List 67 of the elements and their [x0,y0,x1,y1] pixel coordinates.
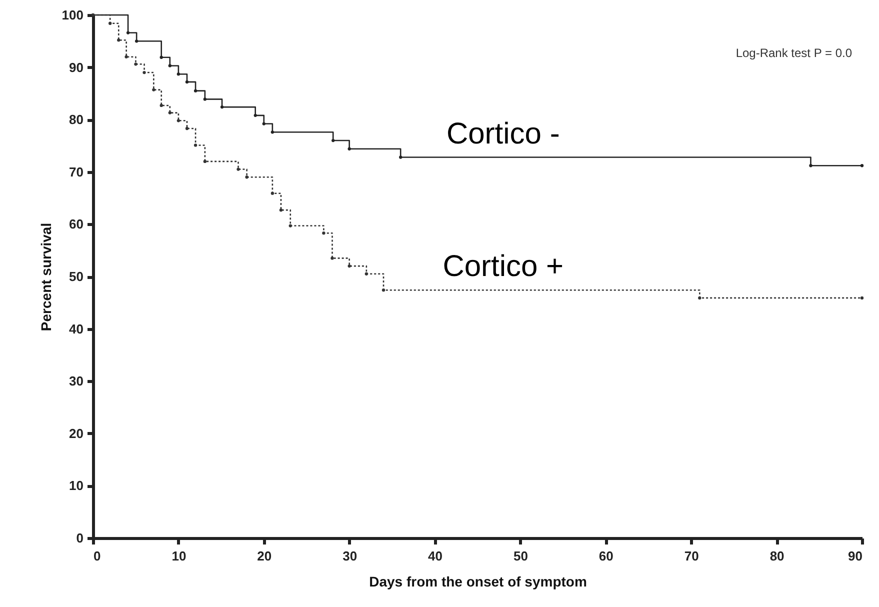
point [270,130,274,134]
point [117,38,120,42]
y-tick-label: 20 [69,426,84,441]
point [168,111,172,114]
x-tick-label: 80 [770,548,784,564]
y-tick-label: 60 [69,216,84,232]
series-label: Cortico + [442,250,564,284]
point [124,55,128,58]
x-tick-label: 70 [684,548,699,564]
annotation: Log-Rank test P = 0.0 [736,46,852,60]
point [203,98,207,101]
y-tick-label: 40 [69,321,84,336]
point [185,80,189,84]
point [185,126,189,130]
point [160,56,163,59]
point [348,147,351,150]
point [108,22,112,25]
point [809,164,812,168]
point [134,40,138,43]
point [160,104,163,108]
point [168,64,172,68]
point [126,31,130,34]
x-tick-label: 0 [94,548,101,564]
point [194,89,198,92]
x-tick-label: 30 [342,548,358,564]
point [262,122,266,126]
y-tick-label: 0 [76,530,84,546]
point [176,119,180,122]
x-axis-title: Days from the onset of symptom [369,574,587,590]
point [270,192,274,195]
point [322,232,326,235]
y-tick-label: 30 [69,374,84,389]
point [152,88,156,92]
point [279,208,283,212]
x-tick-label: 60 [598,548,614,564]
x-tick-label: 40 [428,548,443,564]
y-tick-label: 100 [62,8,84,22]
point [288,224,292,228]
y-axis-title: Percent survival [38,222,54,332]
point [134,62,138,66]
point [332,138,335,142]
point [245,176,248,179]
series-label: Cortico - [446,117,560,150]
point [330,256,334,260]
point [176,72,180,76]
point [203,160,207,164]
y-tick-label: 90 [69,60,84,75]
point [860,164,864,168]
point [364,272,368,276]
x-tick-label: 20 [257,548,272,564]
y-tick-label: 10 [69,478,84,494]
point [399,156,402,159]
point [220,105,224,109]
y-tick-label: 80 [69,112,84,128]
point [254,114,257,117]
point [194,144,198,147]
point [142,70,146,74]
point [348,264,351,268]
point [236,168,240,171]
y-tick-label: 70 [69,164,84,180]
x-tick-label: 90 [848,548,862,564]
point [698,296,702,300]
x-tick-label: 50 [513,548,528,564]
y-tick-label: 50 [69,269,84,284]
point [860,296,864,300]
x-tick-label: 10 [172,548,186,564]
point [382,288,386,292]
